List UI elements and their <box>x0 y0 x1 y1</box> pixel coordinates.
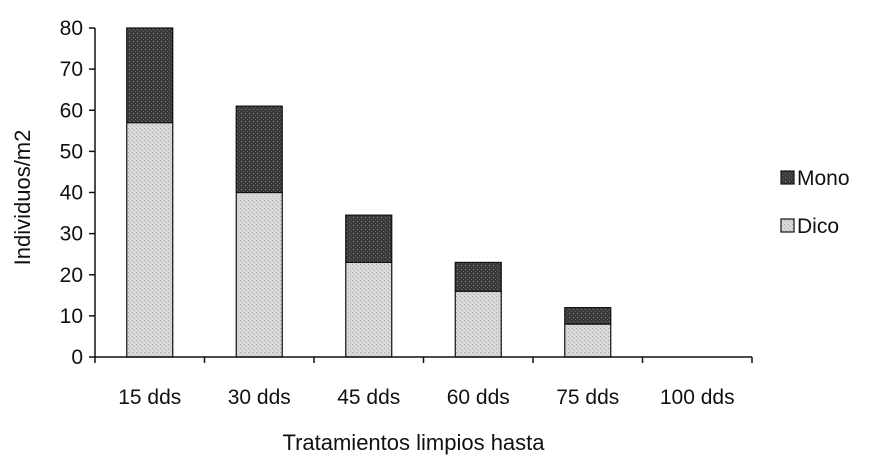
bar-mono-15-dds <box>126 27 174 124</box>
bar-mono-30-dds <box>235 105 283 194</box>
bar-dico-30-dds <box>235 191 283 358</box>
legend-swatch-mono <box>780 170 795 185</box>
bars-layer <box>126 27 612 358</box>
legend-swatch-dico <box>780 218 795 233</box>
y-tick-label-70: 70 <box>60 58 83 81</box>
bar-dico-15-dds <box>126 121 174 358</box>
x-tick-label-45-dds: 45 dds <box>337 386 400 409</box>
x-tick-label-100-dds: 100 dds <box>660 386 735 409</box>
legend: Mono Dico <box>778 157 868 241</box>
y-tick-label-30: 30 <box>60 223 83 246</box>
y-tick-label-40: 40 <box>60 182 83 205</box>
bar-mono-45-dds <box>345 214 393 264</box>
y-axis-title: Individuos/m2 <box>10 130 35 266</box>
legend-label-dico: Dico <box>797 215 839 238</box>
bar-mono-75-dds <box>564 307 612 325</box>
x-tick-label-60-dds: 60 dds <box>447 386 510 409</box>
axes-layer <box>89 27 753 363</box>
y-tick-label-50: 50 <box>60 140 83 163</box>
x-axis-title: Tratamientos limpios hasta <box>282 430 545 455</box>
bar-dico-45-dds <box>345 261 393 358</box>
x-tick-label-30-dds: 30 dds <box>228 386 291 409</box>
y-tick-label-60: 60 <box>60 99 83 122</box>
legend-label-mono: Mono <box>797 167 850 190</box>
y-tick-label-80: 80 <box>60 17 83 40</box>
labels-layer: 0 10 20 30 40 50 60 70 80 15 dds 30 dds 45 dds 60 dd… <box>10 17 735 455</box>
y-tick-label-10: 10 <box>60 305 83 328</box>
bar-mono-60-dds <box>454 261 502 292</box>
y-tick-label-0: 0 <box>71 346 83 369</box>
x-tick-label-15-dds: 15 dds <box>118 386 181 409</box>
x-tick-label-75-dds: 75 dds <box>556 386 619 409</box>
bar-dico-75-dds <box>564 323 612 358</box>
bar-dico-60-dds <box>454 290 502 358</box>
y-tick-label-20: 20 <box>60 264 83 287</box>
